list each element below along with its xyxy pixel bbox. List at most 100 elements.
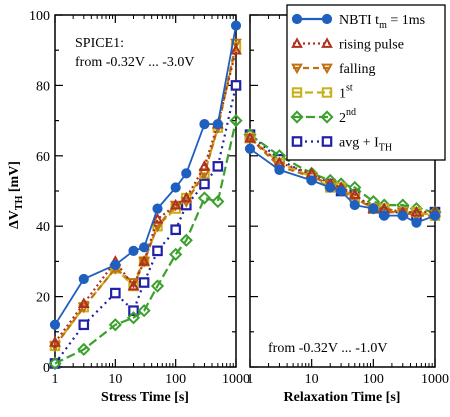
y-axis-label-unit: [mV] [7,161,22,196]
stress-point-rising [127,279,140,291]
relaxation-point-second [396,198,410,212]
y-axis-label-sub: TH [14,195,25,210]
stress-point-second [179,233,193,247]
relaxation-point-nbti [325,182,336,193]
legend-item-nbti: NBTI tm = 1ms [291,13,425,31]
relaxation-point-nbti [349,199,360,211]
relaxation-point-rising [410,205,423,217]
stress-point-nbti [152,203,163,214]
legend-marker-avg [291,136,303,147]
stress-point-falling [230,38,242,50]
relaxation-line-rising [249,137,435,214]
stress-point-nbti [199,119,210,130]
stress-point-nbti [181,168,192,179]
legend-item-second: 2nd [290,107,356,126]
stress-point-avg [230,80,242,91]
relaxation-series-nbti [244,143,441,228]
stress-point-second [137,304,151,318]
stress-point-nbti [139,242,150,253]
relaxation-point-second [377,198,391,212]
stress-point-avg [110,287,121,299]
stress-point-nbti [128,245,139,256]
stress-series-nbti [49,20,242,330]
stress-x-tick-label: 1 [52,372,59,387]
relaxation-point-second [243,128,257,142]
relaxation-point-nbti [306,175,317,186]
stress-point-nbti [78,273,89,285]
relaxation-x-tick-label: 1 [247,372,254,387]
legend-marker-nbti [291,13,303,25]
legend-marker-second [290,110,304,124]
legend-marker-falling [291,63,303,75]
stress-point-second [126,311,141,325]
y-tick-label: 0 [43,361,50,376]
relaxation-point-nbti [429,210,441,221]
relaxation-x-tick-label: 1000 [421,372,449,387]
legend-item-rising: rising pulse [291,37,404,53]
legend-marker-nbti [321,13,333,25]
stress-x-tick-label: 100 [165,372,186,387]
relaxation-point-nbti [411,217,422,228]
legend-marker-first [291,87,303,98]
legend-label-second: 2nd [339,107,356,126]
stress-annotation-line2: from -0.32V ... -3.0V [75,55,195,70]
legend-marker-first [321,87,333,98]
legend-label-falling: falling [339,62,376,77]
stress-point-nbti [230,20,242,31]
stress-point-nbti [110,259,121,271]
stress-point-avg [170,224,181,236]
stress-x-tick-label: 1000 [222,372,250,387]
stress-point-rising [230,43,242,55]
y-axis-label: ΔVTH [mV] [7,161,25,229]
legend-label-rising: rising pulse [339,38,404,53]
relaxation-point-second [272,149,287,163]
stress-line-falling [54,42,238,347]
relaxation-point-nbti [368,203,379,214]
relaxation-x-label: Relaxation Time [s] [284,390,401,405]
legend-item-falling: falling [291,62,376,77]
stress-point-second [77,342,91,357]
stress-point-nbti [170,182,181,193]
relaxation-point-rising [348,188,361,199]
y-axis: ΔVTH [mV] [7,161,25,229]
y-tick-label: 100 [29,9,50,24]
stress-point-second [211,194,225,209]
stress-series-second [48,113,243,371]
stress-point-nbti [49,319,61,330]
relaxation-x-tick-label: 100 [363,372,384,387]
legend-box [286,4,446,161]
legend: NBTI tm = 1ms rising pulse falling 1st 2nd av… [286,4,446,161]
y-tick-label: 80 [36,79,50,94]
legend-marker-falling [321,63,333,75]
legend-marker-second [320,110,334,124]
relaxation-annotation: from -0.32V ... -1.0V [268,341,388,356]
stress-point-avg [78,319,90,331]
stress-point-avg [138,277,150,288]
y-tick-label: 40 [36,220,50,235]
y-tick-label: 20 [36,291,50,306]
stress-panel: 1 10 100 1000 0 20 40 60 80 100 [29,9,250,387]
stress-point-avg [212,161,224,172]
relaxation-point-second [348,180,362,195]
legend-marker-rising [291,37,303,48]
stress-point-second [169,247,183,261]
stress-point-rising [77,297,90,308]
relaxation-point-second [409,201,424,216]
stress-point-rising [138,255,151,266]
stress-point-rising [180,191,193,203]
legend-label-nbti: NBTI tm = 1ms [339,13,425,31]
relaxation-point-nbti [335,185,347,197]
stress-point-avg [152,245,163,257]
relaxation-point-nbti [397,210,408,221]
stress-point-nbti [212,119,223,130]
y-axis-label-main: ΔV [7,210,22,229]
legend-item-avg: avg + ITH [291,136,392,154]
stress-point-rising [198,160,211,171]
legend-label-avg: avg + ITH [339,136,392,154]
stress-point-second [108,318,122,332]
legend-marker-avg [321,136,333,147]
stress-point-second [229,113,243,128]
relaxation-point-nbti [274,164,285,175]
